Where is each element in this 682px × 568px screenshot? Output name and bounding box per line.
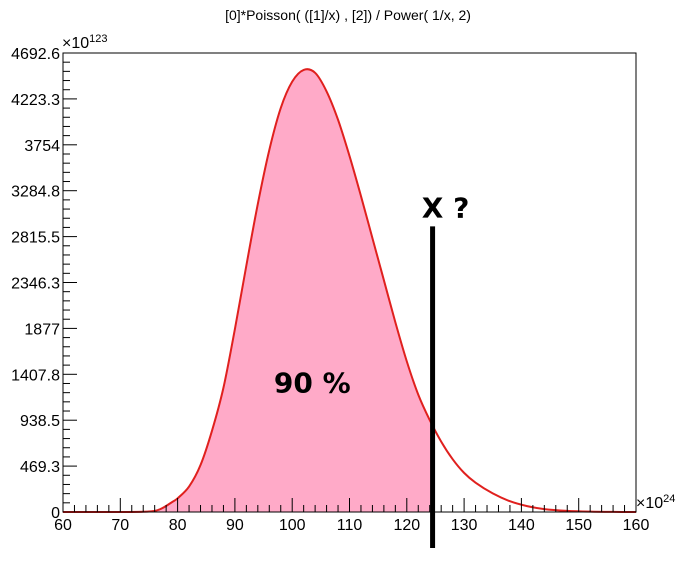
x-tick-label: 60 [54,517,72,534]
x-tick-label: 80 [169,517,187,534]
y-tick-label: 1877 [24,321,60,338]
y-tick-label: 469.3 [20,459,60,476]
y-tick-label: 4223.3 [11,92,60,109]
y-axis-multiplier: ×10123 [62,33,108,52]
y-tick-label: 1407.8 [11,367,60,384]
x-axis: 60 70 80 90 100 110 120 130 140 150 160 [54,498,649,534]
x-tick-label: 100 [279,517,306,534]
y-tick-label: 3754 [24,138,60,155]
shaded-region [63,69,433,513]
x-tick-label: 90 [226,517,244,534]
x-tick-label: 160 [623,517,650,534]
x-tick-label: 120 [393,517,420,534]
marker-label: X ? [422,192,470,225]
x-axis-multiplier: ×1024 [636,493,675,512]
region-label: 90 % [274,367,351,400]
y-axis: 0 469.3 938.5 1407.8 1877 2346.3 2815.5 3284.8 3… [11,46,77,522]
x-tick-label: 70 [111,517,129,534]
chart-title: [0]*Poisson( ([1]/x) , [2]) / Power( 1/x… [225,7,471,23]
series-line [62,68,637,514]
x-tick-label: 140 [508,517,535,534]
y-tick-label: 0 [51,505,60,522]
y-tick-label: 3284.8 [11,184,60,201]
x-tick-label: 110 [337,517,363,534]
y-tick-label: 938.5 [20,413,60,430]
y-tick-label: 2815.5 [11,230,60,247]
x-tick-label: 130 [451,517,478,534]
y-tick-label: 2346.3 [11,276,60,293]
y-tick-label: 4692.6 [11,46,60,63]
x-tick-label: 150 [565,517,592,534]
plot-area [62,52,637,514]
